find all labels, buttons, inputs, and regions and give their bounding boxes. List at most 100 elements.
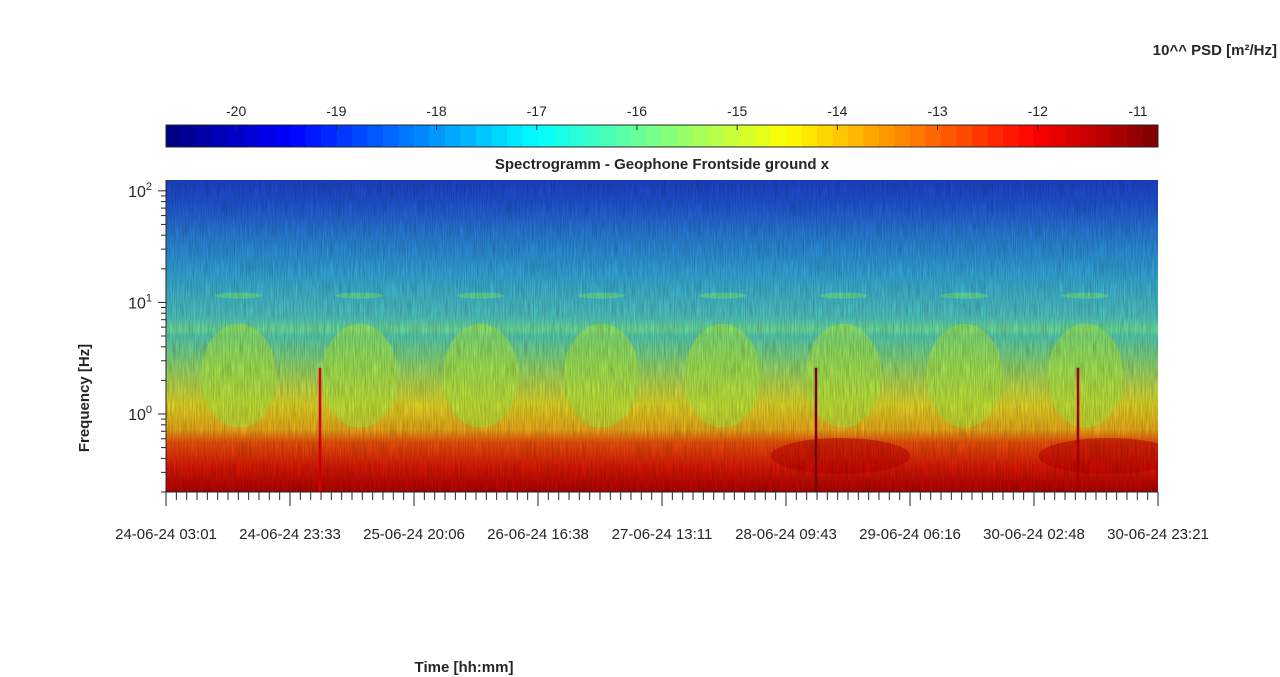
colorbar-segments xyxy=(166,125,1159,147)
activity-patch xyxy=(1168,324,1244,428)
x-tick-label: 30-06-24 02:48 xyxy=(983,526,1085,543)
colorbar-segment xyxy=(708,125,725,147)
colorbar-segment xyxy=(693,125,709,147)
colorbar-segment xyxy=(786,125,802,147)
colorbar-tick-label: -13 xyxy=(927,103,947,119)
colorbar-segment xyxy=(414,125,430,147)
colorbar-segment xyxy=(460,125,477,147)
colorbar-segment xyxy=(1142,125,1159,147)
colorbar-segment xyxy=(987,125,1004,147)
x-tick-label: 24-06-24 23:33 xyxy=(239,526,341,543)
colorbar-tick-label: -11 xyxy=(1128,103,1147,119)
colorbar-segment xyxy=(290,125,306,147)
colorbar-segment xyxy=(1096,125,1112,147)
colorbar-segment xyxy=(212,125,229,147)
colorbar-segment xyxy=(491,125,508,147)
colorbar-segment xyxy=(801,125,818,147)
colorbar-tick-label: -12 xyxy=(1028,103,1048,119)
x-tick-label: 28-06-24 09:43 xyxy=(735,526,837,543)
y-axis-label: Frequency [Hz] xyxy=(76,344,93,452)
x-tick-label: 25-06-24 20:06 xyxy=(363,526,465,543)
colorbar-segment xyxy=(352,125,368,147)
colorbar-segment xyxy=(584,125,601,147)
colorbar-segment xyxy=(879,125,895,147)
colorbar-segment xyxy=(941,125,957,147)
x-tick-label: 30-06-24 23:21 xyxy=(1107,526,1209,543)
colorbar-tick-label: -16 xyxy=(627,103,647,119)
colorbar-segment xyxy=(1018,125,1035,147)
colorbar-segment xyxy=(243,125,260,147)
colorbar-segment xyxy=(724,125,740,147)
colorbar-tick-label: -19 xyxy=(326,103,346,119)
colorbar-segment xyxy=(925,125,942,147)
colorbar-segment xyxy=(1034,125,1050,147)
colorbar-segment xyxy=(1111,125,1128,147)
colorbar-label: 10^^ PSD [m²/Hz] xyxy=(1153,42,1277,59)
colorbar-tick-label: -18 xyxy=(426,103,446,119)
colorbar-segment xyxy=(770,125,787,147)
chart-title: Spectrogramm - Geophone Frontside ground… xyxy=(495,156,830,173)
colorbar-segment xyxy=(321,125,337,147)
colorbar-segment xyxy=(600,125,616,147)
colorbar-segment xyxy=(569,125,585,147)
colorbar-segment xyxy=(863,125,880,147)
colorbar-segment xyxy=(522,125,539,147)
colorbar-segment xyxy=(662,125,678,147)
colorbar-segment xyxy=(615,125,632,147)
colorbar-segment xyxy=(910,125,926,147)
colorbar-segment xyxy=(181,125,198,147)
colorbar-segment xyxy=(259,125,275,147)
colorbar: -20 -19 -18 -17 -16 -15 -14 -13 -12 -11 xyxy=(165,103,1159,148)
colorbar-segment xyxy=(956,125,973,147)
colorbar-segment xyxy=(507,125,523,147)
colorbar-segment xyxy=(848,125,864,147)
x-tick-label: 26-06-24 16:38 xyxy=(487,526,589,543)
colorbar-segment xyxy=(476,125,492,147)
colorbar-segment xyxy=(1049,125,1066,147)
colorbar-segment xyxy=(553,125,570,147)
colorbar-segment xyxy=(336,125,353,147)
colorbar-segment xyxy=(166,125,182,147)
x-tick-label: 24-06-24 03:01 xyxy=(115,526,217,543)
colorbar-segment xyxy=(228,125,244,147)
colorbar-segment xyxy=(677,125,694,147)
plot-area xyxy=(166,180,1244,492)
colorbar-segment xyxy=(1065,125,1081,147)
x-tick-label: 29-06-24 06:16 xyxy=(859,526,961,543)
colorbar-segment xyxy=(429,125,446,147)
colorbar-tick-label: -20 xyxy=(226,103,246,119)
colorbar-segment xyxy=(197,125,213,147)
x-tick-label: 27-06-24 13:11 xyxy=(612,526,713,543)
colorbar-segment xyxy=(972,125,988,147)
colorbar-ticks: -20 -19 -18 -17 -16 -15 -14 -13 -12 -11 xyxy=(226,103,1148,130)
activity-patch xyxy=(1182,293,1230,299)
colorbar-segment xyxy=(383,125,399,147)
colorbar-tick-label: -14 xyxy=(827,103,847,119)
colorbar-segment xyxy=(1080,125,1097,147)
noise-texture xyxy=(166,180,1158,492)
colorbar-frame xyxy=(165,124,1159,148)
colorbar-segment xyxy=(1127,125,1143,147)
colorbar-segment xyxy=(739,125,756,147)
colorbar-segment xyxy=(367,125,384,147)
colorbar-segment xyxy=(538,125,554,147)
colorbar-segment xyxy=(445,125,461,147)
x-axis: 24-06-24 03:01 24-06-24 23:33 25-06-24 20:… xyxy=(115,491,1209,543)
colorbar-segment xyxy=(305,125,322,147)
colorbar-segment xyxy=(755,125,771,147)
y-tick-label: 101 xyxy=(128,292,152,312)
colorbar-segment xyxy=(646,125,663,147)
colorbar-segment xyxy=(894,125,911,147)
colorbar-segment xyxy=(832,125,849,147)
y-tick-label: 100 xyxy=(128,404,152,424)
colorbar-tick-label: -17 xyxy=(527,103,547,119)
colorbar-segment xyxy=(1003,125,1019,147)
colorbar-segment xyxy=(817,125,833,147)
colorbar-segment xyxy=(631,125,647,147)
x-axis-label: Time [hh:mm] xyxy=(415,659,514,676)
y-axis: 100 101 102 xyxy=(128,180,167,493)
colorbar-segment xyxy=(398,125,415,147)
colorbar-segment xyxy=(274,125,291,147)
colorbar-tick-label: -15 xyxy=(727,103,747,119)
